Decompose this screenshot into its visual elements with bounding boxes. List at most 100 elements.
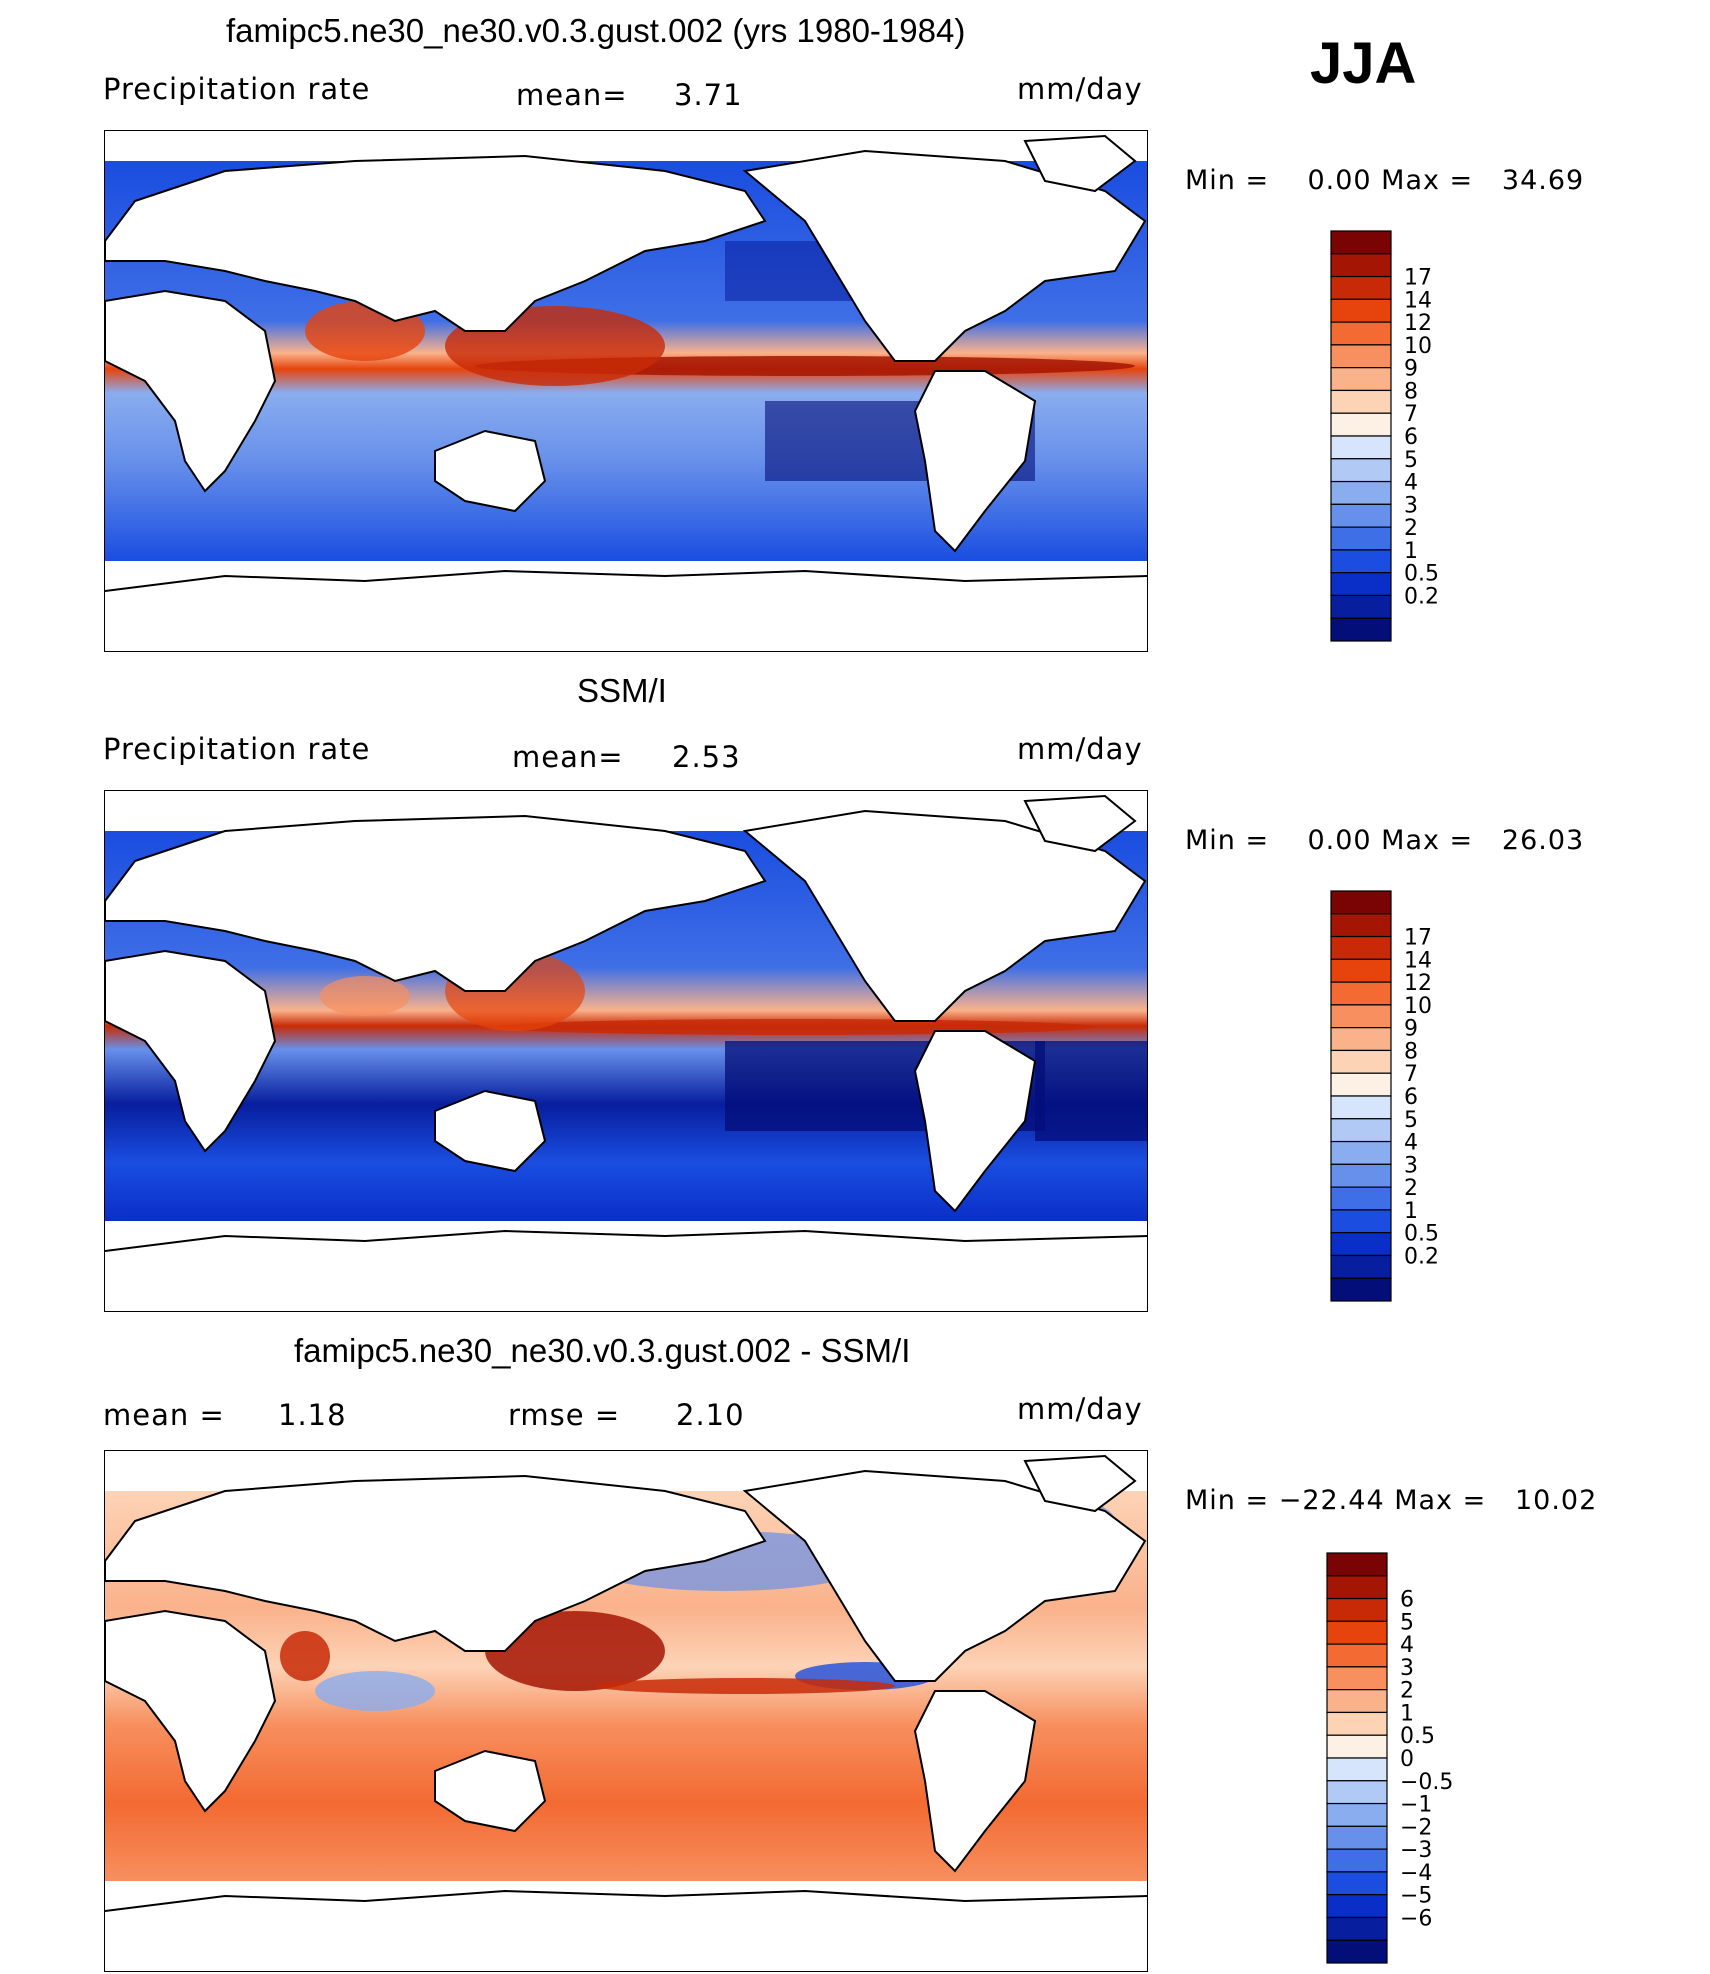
panel-3-colorbar-swatch (1326, 1643, 1388, 1668)
panel-3-colorbar-label: −5 (1400, 1884, 1432, 1909)
panel-1-minmax: Min = 0.00 Max = 34.69 (1185, 165, 1585, 196)
panel-2-dry-subtropics-south-atlantic (1035, 1041, 1147, 1141)
panel-3-colorbar-label: −2 (1400, 1815, 1432, 1840)
panel-1-land (105, 134, 1147, 651)
south-america-landmass (913, 1690, 1037, 1873)
panel-3-colorbar-swatch (1326, 1780, 1388, 1805)
panel-3-colorbar-swatch (1326, 1848, 1388, 1873)
panel-2-colorbar-swatch (1330, 958, 1392, 983)
panel-3-indian-monsoon-positive (280, 1631, 330, 1681)
panel-3-colorbar-label: 3 (1400, 1656, 1414, 1681)
europe-asia-landmass (105, 814, 767, 992)
panel-2-colorbar-label: 2 (1404, 1176, 1418, 1201)
australia-landmass (434, 1749, 547, 1833)
panel-3-minmax: Min = −22.44 Max = 10.02 (1185, 1485, 1598, 1516)
panel-2-colorbar-label: 3 (1404, 1153, 1418, 1178)
panel-2-mean-label: mean= (512, 740, 624, 774)
antarctica-coastline (105, 1889, 1147, 1912)
panel-3-indian-ocean-negative (315, 1671, 435, 1711)
panel-1-mean-value: 3.71 (674, 78, 743, 112)
panel-2-colorbar-swatch (1330, 1254, 1392, 1279)
panel-2-colorbar-swatch (1330, 1004, 1392, 1029)
panel-1-colorbar-label: 4 (1404, 471, 1418, 496)
panel-2-minmax: Min = 0.00 Max = 26.03 (1185, 825, 1585, 856)
panel-1-colorbar-swatch (1330, 298, 1392, 323)
panel-2-colorbar-label: 1 (1404, 1199, 1418, 1224)
panel-3-rmse-label: rmse = (508, 1398, 621, 1432)
panel-3-colorbar-swatch (1326, 1620, 1388, 1645)
panel-3-colorbar-swatch (1326, 1939, 1388, 1964)
greenland-landmass (1023, 134, 1137, 193)
panel-1-colorbar-swatch (1330, 253, 1392, 278)
panel-2-colorbar-swatch (1330, 1140, 1392, 1165)
panel-2-colorbar-swatch (1330, 981, 1392, 1006)
season-label: JJA (1310, 31, 1417, 96)
panel-3-colorbar-swatch (1326, 1825, 1388, 1850)
panel-2-colorbar-label: 0.2 (1404, 1244, 1439, 1269)
panel-2-map (104, 790, 1148, 1312)
antarctica-landmass (105, 561, 1147, 651)
panel-3-colorbar-swatch (1326, 1894, 1388, 1919)
greenland-landmass (1023, 1454, 1137, 1513)
panel-1-colorbar-swatch (1330, 230, 1392, 255)
panel-3-colorbar-swatch (1326, 1916, 1388, 1941)
panel-1-colorbar-swatch (1330, 367, 1392, 392)
panel-3-mean-label: mean = (103, 1398, 225, 1432)
panel-2-colorbar-label: 17 (1404, 926, 1432, 951)
panel-2-colorbar-swatch (1330, 1277, 1392, 1302)
panel-1-colorbar-swatch (1330, 617, 1392, 642)
panel-3-colorbar-label: 1 (1400, 1701, 1414, 1726)
panel-1-colorbar-swatch (1330, 344, 1392, 369)
panel-2-colorbar-swatch (1330, 1186, 1392, 1211)
panel-1-colorbar: 17 14 12 10 9 8 7 6 5 4 3 2 1 0.5 0.2 (1330, 230, 1530, 642)
africa-landmass (105, 289, 277, 493)
australia-landmass (434, 429, 547, 513)
panel-2-colorbar-swatch (1330, 913, 1392, 938)
europe-asia-landmass (105, 1474, 767, 1652)
panel-2-indian-monsoon (320, 976, 410, 1016)
australia-landmass (434, 1089, 547, 1173)
panel-1-colorbar-swatch (1330, 389, 1392, 414)
panel-1-colorbar-label: 0.2 (1404, 584, 1439, 609)
panel-3-colorbar-label: 0.5 (1400, 1724, 1435, 1749)
panel-3-colorbar-label: −1 (1400, 1793, 1432, 1818)
panel-1-colorbar-label: 12 (1404, 311, 1432, 336)
panel-1-colorbar-swatch (1330, 480, 1392, 505)
panel-2-colorbar-swatch (1330, 1072, 1392, 1097)
panel-2-colorbar-label: 14 (1404, 948, 1432, 973)
panel-1-colorbar-label: 17 (1404, 266, 1432, 291)
panel-3-colorbar-swatch (1326, 1666, 1388, 1691)
panel-1-mean-label: mean= (516, 78, 628, 112)
panel-2-colorbar-label: 4 (1404, 1131, 1418, 1156)
panel-2-colorbar-swatch (1330, 1209, 1392, 1234)
panel-3-itcz-positive (595, 1678, 895, 1694)
panel-2-units: mm/day (1017, 732, 1143, 766)
panel-3-colorbar-swatch (1326, 1871, 1388, 1896)
north-america-landmass (742, 809, 1147, 1022)
panel-3-colorbar-swatch (1326, 1597, 1388, 1622)
antarctica-landmass (105, 1221, 1147, 1311)
panel-2-variable-label: Precipitation rate (103, 732, 371, 766)
panel-1-map (104, 130, 1148, 652)
panel-1-units: mm/day (1017, 72, 1143, 106)
panel-1-colorbar-swatch (1330, 503, 1392, 528)
panel-3-west-pacific-positive (485, 1611, 665, 1691)
panel-2-colorbar-label: 10 (1404, 994, 1432, 1019)
panel-1-colorbar-label: 0.5 (1404, 562, 1439, 587)
panel-1-colorbar-swatch (1330, 412, 1392, 437)
panel-2-colorbar-swatch (1330, 1232, 1392, 1257)
panel-1-colorbar-label: 8 (1404, 379, 1418, 404)
panel-1-colorbar-swatch (1330, 594, 1392, 619)
panel-2-land (105, 794, 1147, 1311)
panel-1-title: famipc5.ne30_ne30.v0.3.gust.002 (yrs 198… (226, 12, 966, 49)
panel-1-colorbar-label: 10 (1404, 334, 1432, 359)
panel-1-colorbar-label: 1 (1404, 539, 1418, 564)
panel-1-colorbar-label: 9 (1404, 357, 1418, 382)
panel-3-colorbar-label: 4 (1400, 1633, 1414, 1658)
panel-3-rmse-value: 2.10 (676, 1398, 745, 1432)
panel-2-colorbar-label: 12 (1404, 971, 1432, 996)
panel-1-colorbar-swatch (1330, 526, 1392, 551)
antarctica-landmass (105, 1881, 1147, 1971)
panel-3-colorbar-swatch (1326, 1757, 1388, 1782)
panel-3-colorbar-swatch (1326, 1734, 1388, 1759)
